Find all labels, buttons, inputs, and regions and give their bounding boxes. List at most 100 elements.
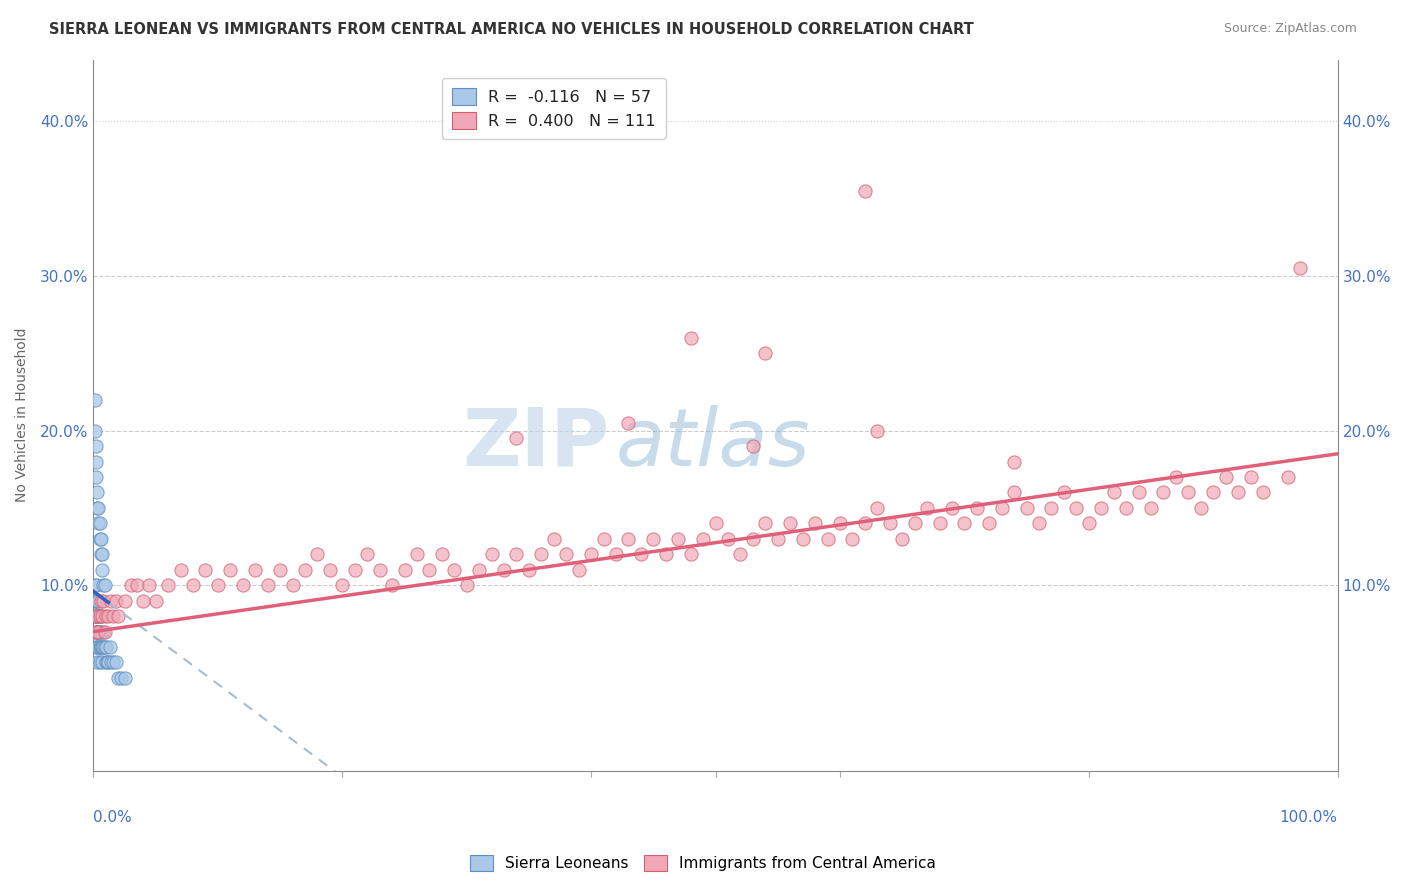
Point bbox=[481, 547, 503, 561]
Point bbox=[194, 563, 217, 577]
Point bbox=[1189, 500, 1212, 515]
Point bbox=[1227, 485, 1250, 500]
Point bbox=[86, 609, 108, 624]
Point bbox=[89, 656, 111, 670]
Point bbox=[568, 563, 591, 577]
Point bbox=[132, 593, 155, 607]
Point bbox=[1251, 485, 1274, 500]
Point bbox=[89, 516, 111, 531]
Point bbox=[630, 547, 652, 561]
Point bbox=[1277, 470, 1299, 484]
Point bbox=[430, 547, 453, 561]
Point bbox=[84, 624, 107, 639]
Point bbox=[125, 578, 148, 592]
Point bbox=[530, 547, 553, 561]
Point bbox=[181, 578, 204, 592]
Point bbox=[704, 516, 727, 531]
Point bbox=[1090, 500, 1112, 515]
Point bbox=[96, 656, 118, 670]
Point bbox=[93, 640, 115, 654]
Point bbox=[86, 593, 108, 607]
Y-axis label: No Vehicles in Household: No Vehicles in Household bbox=[15, 328, 30, 502]
Point bbox=[91, 547, 114, 561]
Point bbox=[592, 532, 614, 546]
Point bbox=[817, 532, 839, 546]
Point bbox=[741, 439, 763, 453]
Point bbox=[1202, 485, 1225, 500]
Point bbox=[207, 578, 229, 592]
Point bbox=[107, 609, 129, 624]
Point bbox=[966, 500, 988, 515]
Point bbox=[853, 516, 876, 531]
Point bbox=[97, 609, 120, 624]
Point bbox=[86, 500, 108, 515]
Point bbox=[1140, 500, 1163, 515]
Point bbox=[456, 578, 478, 592]
Text: Source: ZipAtlas.com: Source: ZipAtlas.com bbox=[1223, 22, 1357, 36]
Point bbox=[866, 500, 889, 515]
Point bbox=[1002, 454, 1025, 468]
Point bbox=[94, 656, 117, 670]
Point bbox=[804, 516, 827, 531]
Point bbox=[543, 532, 565, 546]
Point bbox=[990, 500, 1012, 515]
Point bbox=[145, 593, 167, 607]
Point bbox=[269, 563, 291, 577]
Point bbox=[169, 563, 191, 577]
Point bbox=[84, 578, 107, 592]
Point bbox=[107, 671, 129, 685]
Point bbox=[779, 516, 801, 531]
Point bbox=[754, 516, 776, 531]
Point bbox=[1289, 261, 1312, 276]
Point bbox=[83, 424, 105, 438]
Point bbox=[83, 593, 105, 607]
Point bbox=[94, 640, 117, 654]
Point bbox=[904, 516, 927, 531]
Point bbox=[93, 578, 115, 592]
Point bbox=[730, 547, 752, 561]
Point bbox=[91, 640, 114, 654]
Point bbox=[94, 609, 117, 624]
Point bbox=[294, 563, 316, 577]
Point bbox=[91, 609, 114, 624]
Text: 100.0%: 100.0% bbox=[1279, 810, 1337, 825]
Point bbox=[679, 331, 702, 345]
Point bbox=[679, 547, 702, 561]
Point bbox=[110, 671, 132, 685]
Point bbox=[103, 656, 125, 670]
Point bbox=[517, 563, 540, 577]
Point bbox=[1164, 470, 1187, 484]
Point bbox=[84, 640, 107, 654]
Point bbox=[953, 516, 976, 531]
Point bbox=[87, 609, 110, 624]
Point bbox=[1002, 485, 1025, 500]
Point bbox=[84, 624, 107, 639]
Point bbox=[87, 640, 110, 654]
Point bbox=[120, 578, 142, 592]
Point bbox=[83, 609, 105, 624]
Point bbox=[330, 578, 353, 592]
Point bbox=[492, 563, 515, 577]
Point bbox=[89, 609, 111, 624]
Point bbox=[505, 431, 527, 445]
Point bbox=[853, 184, 876, 198]
Point bbox=[579, 547, 602, 561]
Point bbox=[87, 516, 110, 531]
Point bbox=[232, 578, 254, 592]
Point bbox=[505, 547, 527, 561]
Point bbox=[89, 532, 111, 546]
Point bbox=[93, 578, 115, 592]
Point bbox=[93, 624, 115, 639]
Point bbox=[90, 624, 112, 639]
Point bbox=[915, 500, 938, 515]
Point bbox=[1028, 516, 1050, 531]
Point bbox=[84, 609, 107, 624]
Point bbox=[941, 500, 963, 515]
Point bbox=[356, 547, 378, 561]
Point bbox=[86, 624, 108, 639]
Point bbox=[1102, 485, 1125, 500]
Point bbox=[87, 593, 110, 607]
Point bbox=[245, 563, 267, 577]
Point bbox=[406, 547, 429, 561]
Point bbox=[83, 578, 105, 592]
